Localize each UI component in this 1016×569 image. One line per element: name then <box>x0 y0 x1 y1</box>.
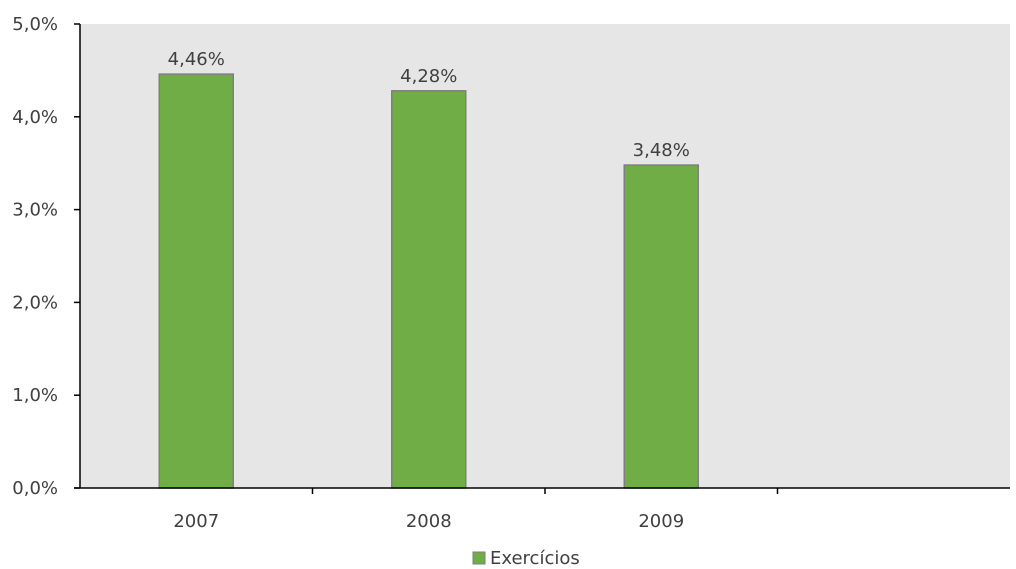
bar-2007 <box>158 73 234 489</box>
y-tick-label: 5,0% <box>12 14 58 35</box>
data-label-2007: 4,46% <box>168 49 225 70</box>
legend-swatch <box>472 551 486 565</box>
legend: Exercícios <box>472 548 580 569</box>
data-label-2009: 3,48% <box>633 140 690 161</box>
bar-2009 <box>623 164 699 489</box>
plot-area <box>80 24 1010 488</box>
y-tick-label: 2,0% <box>12 292 58 313</box>
x-tick-label-2009: 2009 <box>638 511 684 532</box>
data-labels-group: 4,46% 4,28% 3,48% <box>168 49 690 161</box>
bars-group <box>158 73 699 489</box>
x-tick-label-2008: 2008 <box>406 511 452 532</box>
y-tick-label: 0,0% <box>12 478 58 499</box>
y-tick-label: 1,0% <box>12 385 58 406</box>
bar-2008 <box>391 90 467 489</box>
data-label-2008: 4,28% <box>400 66 457 87</box>
x-tick-label-2007: 2007 <box>173 511 219 532</box>
axes-group: 0,0% 1,0% 2,0% 3,0% 4,0% 5,0% 2007 2008 2009 <box>12 14 1010 532</box>
y-tick-label: 4,0% <box>12 107 58 128</box>
y-tick-label: 3,0% <box>12 200 58 221</box>
legend-label: Exercícios <box>490 548 580 569</box>
